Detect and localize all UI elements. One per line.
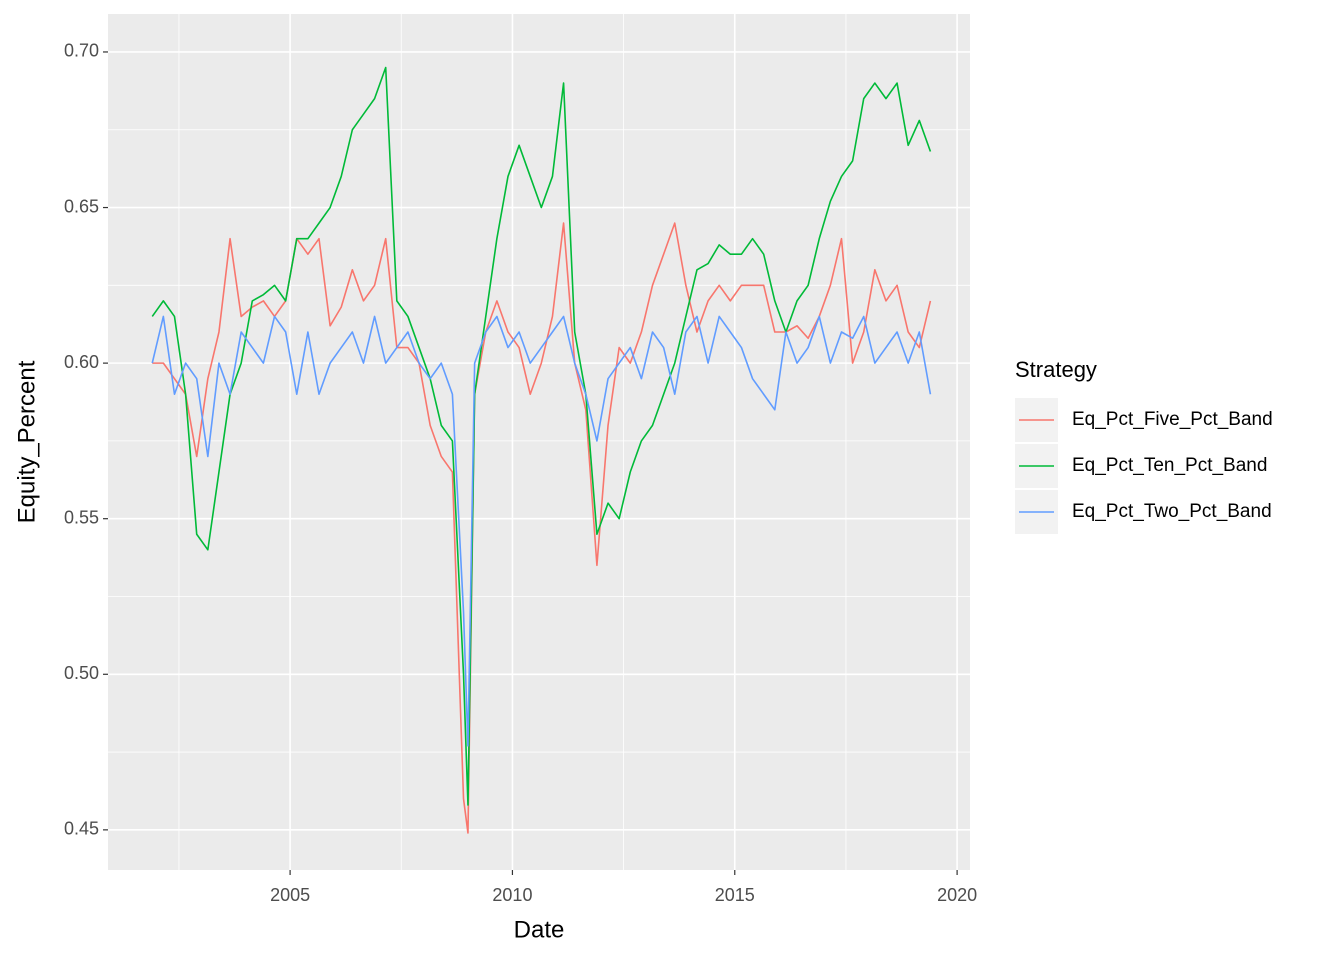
legend-label: Eq_Pct_Five_Pct_Band [1072,409,1273,430]
x-tick-label: 2020 [937,885,977,905]
y-tick-label: 0.55 [64,507,99,527]
legend-label: Eq_Pct_Ten_Pct_Band [1072,455,1267,476]
legend-title: Strategy [1015,357,1097,382]
series-line [151,66,932,806]
grid [108,14,970,870]
series-line [152,222,932,834]
y-tick-label: 0.65 [64,196,99,216]
panel-background [108,14,970,870]
axes: 0.45 0.50 0.55 0.60 0.65 0.70 2005 2010 2015 2020 [64,41,977,905]
legend-label: Eq_Pct_Two_Pct_Band [1072,501,1272,522]
y-tick-label: 0.50 [64,663,99,683]
y-axis-title: Equity_Percent [13,360,40,523]
x-tick-label: 2010 [492,885,532,905]
series-line [151,315,932,747]
plot-lines [151,66,932,834]
y-tick-label: 0.45 [64,819,99,839]
x-tick-label: 2015 [715,885,755,905]
legend: Strategy Eq_Pct_Five_Pct_Band Eq_Pct_Ten_… [1015,357,1273,534]
y-tick-label: 0.70 [64,41,99,61]
x-axis-title: Date [514,916,565,943]
y-tick-label: 0.60 [64,352,99,372]
x-tick-label: 2005 [270,885,310,905]
